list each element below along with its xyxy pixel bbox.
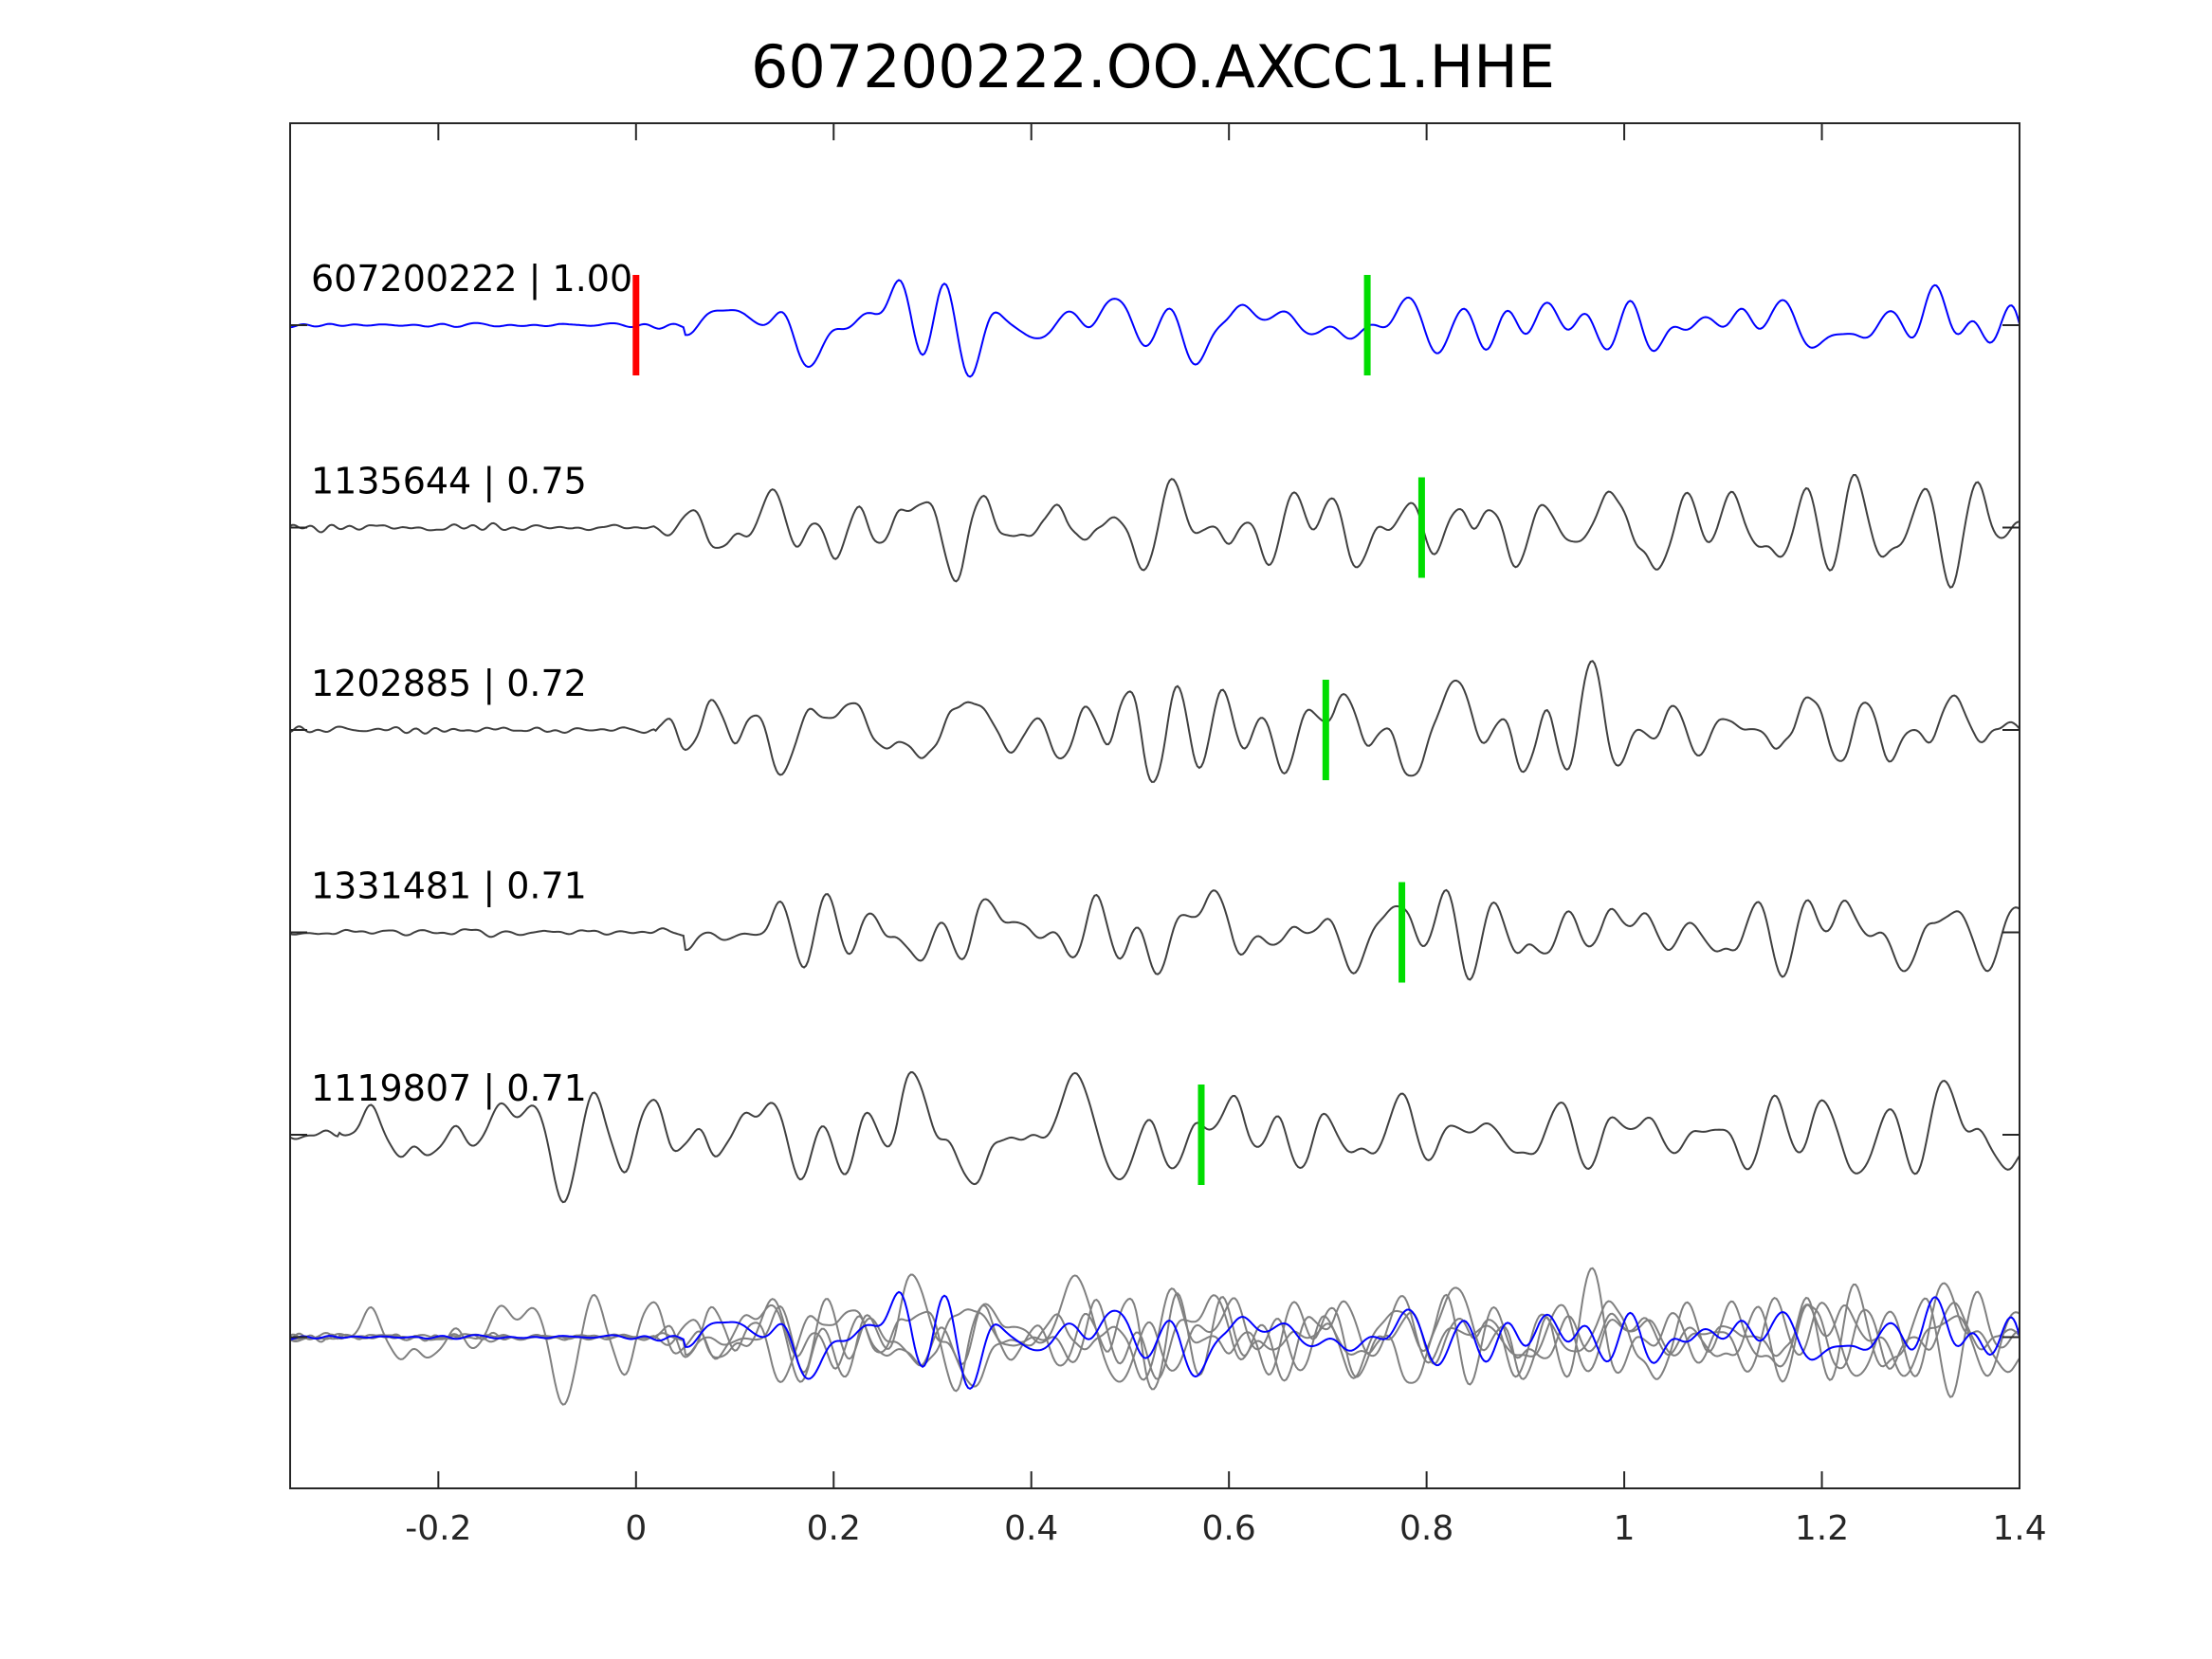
trace-label: 1202885 | 0.72 bbox=[311, 663, 587, 705]
x-tick-label: 0.8 bbox=[1399, 1509, 1453, 1548]
chart-title: 607200222.OO.AXCC1.HHE bbox=[751, 32, 1555, 101]
x-tick-label: 0.6 bbox=[1202, 1509, 1256, 1548]
trace-label: 1135644 | 0.75 bbox=[311, 461, 587, 503]
trace-line-1331481 bbox=[289, 888, 2020, 981]
overlay-trace-1331481 bbox=[289, 1293, 2020, 1386]
x-tick-label: -0.2 bbox=[405, 1509, 471, 1548]
plot-area bbox=[289, 275, 2020, 1406]
x-tick-label: 0.4 bbox=[1004, 1509, 1058, 1548]
x-tick-label: 0.2 bbox=[807, 1509, 861, 1548]
trace-labels: 607200222 | 1.00 1135644 | 0.75 1202885 | … bbox=[311, 258, 632, 1110]
trace-label: 607200222 | 1.00 bbox=[311, 258, 632, 301]
trace-label: 1331481 | 0.71 bbox=[311, 866, 587, 908]
overlay-trace-master bbox=[289, 1290, 2020, 1391]
x-tick-label: 0 bbox=[625, 1509, 647, 1548]
overlay-trace-1119807 bbox=[289, 1273, 2020, 1406]
trace-line-1119807 bbox=[289, 1070, 2020, 1204]
axes-frame bbox=[289, 122, 2020, 1489]
x-tick-label: 1.4 bbox=[1992, 1509, 2046, 1548]
trace-line-1202885 bbox=[289, 660, 2020, 783]
trace-label: 1119807 | 0.71 bbox=[311, 1067, 587, 1110]
x-tick-label: 1.2 bbox=[1795, 1509, 1849, 1548]
x-axis: -0.2 0 0.2 0.4 0.6 0.8 1 1.2 1.4 bbox=[290, 123, 2047, 1548]
trace-line-607200222 bbox=[289, 279, 2020, 378]
x-tick-label: 1 bbox=[1614, 1509, 1636, 1548]
trace-line-1135644 bbox=[289, 474, 2020, 589]
